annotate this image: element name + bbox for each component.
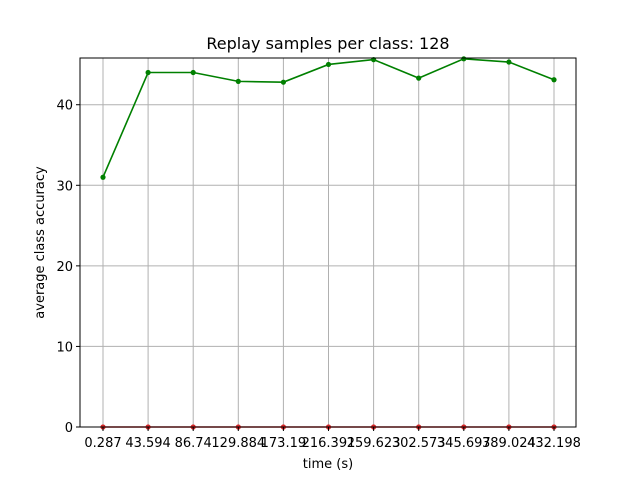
y-axis-label: average class accuracy bbox=[33, 166, 48, 319]
y-tick-label: 0 bbox=[65, 421, 73, 436]
x-tick-label: 43.594 bbox=[125, 436, 171, 451]
axis-ticks: 0.287 43.594 86.74 129.884173.19216.391259.… bbox=[56, 99, 580, 451]
data-point bbox=[461, 56, 467, 62]
x-tick-label: 0.287 bbox=[84, 436, 121, 451]
chart-title: Replay samples per class: 128 bbox=[206, 34, 449, 53]
grid bbox=[80, 58, 576, 428]
y-tick-label: 30 bbox=[56, 179, 73, 194]
data-point bbox=[506, 59, 512, 65]
data-point bbox=[145, 69, 151, 76]
x-tick-label: 345.697 bbox=[437, 436, 491, 451]
data-point bbox=[416, 75, 422, 81]
data-point bbox=[190, 69, 196, 76]
x-tick-label: 86.74 bbox=[175, 436, 212, 451]
data-point bbox=[235, 78, 241, 84]
x-tick-label: 432.198 bbox=[527, 436, 581, 451]
x-tick-label: 129.884 bbox=[211, 436, 265, 451]
x-axis-label: time (s) bbox=[303, 457, 353, 472]
x-tick-label: 259.623 bbox=[347, 436, 401, 451]
y-tick-label: 20 bbox=[56, 260, 73, 275]
x-tick-label: 173.19 bbox=[261, 436, 307, 451]
x-tick-label: 302.573 bbox=[392, 436, 446, 451]
data-point bbox=[551, 77, 557, 83]
x-tick-label: 389.024 bbox=[482, 436, 536, 451]
y-tick-label: 40 bbox=[56, 99, 73, 114]
data-point bbox=[100, 174, 106, 180]
data-point bbox=[280, 79, 286, 85]
y-tick-label: 10 bbox=[56, 340, 73, 355]
data-point bbox=[325, 61, 332, 68]
x-tick-label: 216.391 bbox=[302, 436, 356, 451]
